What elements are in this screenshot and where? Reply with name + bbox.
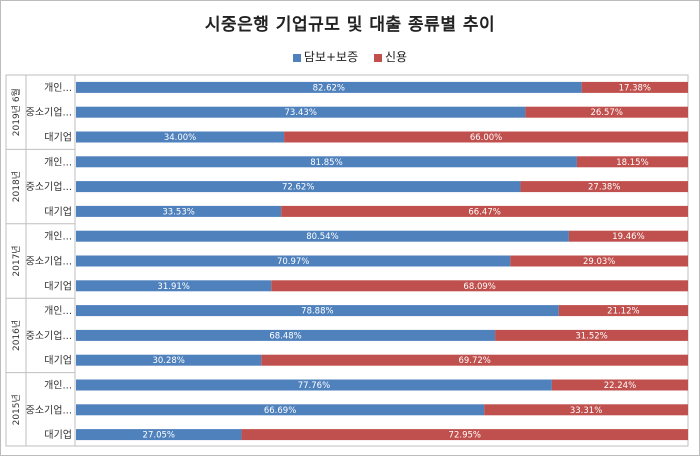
- legend-swatch-secured: [292, 53, 301, 62]
- bar-segment: [510, 255, 688, 267]
- data-label: 27.38%: [588, 183, 620, 193]
- data-label: 34.00%: [164, 133, 196, 143]
- bar-segment: [76, 81, 582, 93]
- category-label: 대기업: [44, 131, 72, 144]
- bar-segment: [281, 205, 688, 217]
- data-label: 26.57%: [590, 108, 622, 118]
- category-label: 대기업: [44, 428, 72, 441]
- data-label: 33.53%: [162, 207, 194, 217]
- bar-segment: [76, 354, 262, 366]
- group-label: 2017년: [11, 245, 22, 276]
- data-label: 68.48%: [269, 331, 301, 341]
- category-label: 개인...: [44, 305, 72, 317]
- category-label: 중소기업...: [26, 106, 72, 119]
- category-label: 중소기업...: [26, 329, 72, 342]
- bar-segment: [76, 404, 485, 416]
- bar-segment: [551, 379, 688, 391]
- data-label: 69.72%: [458, 356, 490, 366]
- data-label: 19.46%: [612, 232, 644, 242]
- category-label: 개인...: [44, 82, 72, 94]
- bar-segment: [576, 156, 688, 168]
- data-label: 68.09%: [463, 282, 495, 292]
- category-label: 대기업: [44, 279, 72, 292]
- bar-segment: [76, 106, 526, 118]
- group-label: 2015년: [11, 394, 22, 425]
- data-label: 70.97%: [277, 257, 309, 267]
- group-label: 2018년: [11, 171, 22, 202]
- bar-segment: [525, 106, 688, 118]
- data-label: 33.31%: [570, 406, 602, 416]
- category-label: 중소기업...: [26, 403, 72, 416]
- legend-swatch-credit: [373, 53, 382, 62]
- category-label: 개인...: [44, 380, 72, 392]
- data-label: 22.24%: [604, 381, 636, 391]
- data-label: 72.95%: [449, 431, 481, 441]
- category-label: 대기업: [44, 205, 72, 218]
- chart-legend: 담보+보증 신용: [0, 48, 700, 65]
- bar-segment: [284, 131, 688, 143]
- data-label: 17.38%: [619, 83, 651, 93]
- chart-title: 시중은행 기업규모 및 대출 종류별 추이: [204, 15, 496, 35]
- data-label: 27.05%: [143, 431, 175, 441]
- data-label: 82.62%: [313, 83, 345, 93]
- data-label: 73.43%: [284, 108, 316, 118]
- group-label: 2016년: [11, 320, 22, 351]
- bar-segment: [76, 429, 242, 441]
- legend-label-secured: 담보+보증: [303, 50, 359, 64]
- data-label: 78.88%: [301, 307, 333, 317]
- bar-segment: [568, 230, 688, 242]
- legend-item-secured: 담보+보증: [292, 48, 359, 65]
- bar-segment: [484, 404, 688, 416]
- data-label: 30.28%: [152, 356, 184, 366]
- bar-segment: [76, 255, 511, 267]
- data-label: 18.15%: [616, 158, 648, 168]
- bar-segment: [271, 280, 688, 292]
- bar-segment: [76, 181, 521, 193]
- data-label: 66.47%: [468, 207, 500, 217]
- bar-segment: [76, 280, 272, 292]
- legend-item-credit: 신용: [373, 48, 408, 65]
- category-label: 중소기업...: [26, 180, 72, 193]
- data-label: 66.69%: [264, 406, 296, 416]
- bar-segment: [495, 329, 688, 341]
- data-label: 72.62%: [282, 183, 314, 193]
- bar-segment: [241, 429, 688, 441]
- data-label: 81.85%: [310, 158, 342, 168]
- data-label: 31.91%: [157, 282, 189, 292]
- category-label: 대기업: [44, 354, 72, 367]
- bar-segment: [76, 230, 569, 242]
- bar-segment: [76, 205, 282, 217]
- data-label: 31.52%: [575, 331, 607, 341]
- data-label: 21.12%: [607, 307, 639, 317]
- category-label: 개인...: [44, 156, 72, 168]
- bar-segment: [261, 354, 688, 366]
- bar-segment: [76, 379, 552, 391]
- bar-segment: [76, 305, 559, 317]
- bar-segment: [76, 329, 496, 341]
- category-label: 중소기업...: [26, 255, 72, 268]
- legend-label-credit: 신용: [384, 50, 408, 64]
- bar-segment: [520, 181, 688, 193]
- bar-segment: [76, 156, 577, 168]
- data-label: 77.76%: [298, 381, 330, 391]
- group-label: 2019년 6월: [10, 88, 22, 136]
- data-label: 80.54%: [306, 232, 338, 242]
- category-label: 개인...: [44, 231, 72, 243]
- data-label: 29.03%: [583, 257, 615, 267]
- bar-segment: [76, 131, 285, 143]
- data-label: 66.00%: [470, 133, 502, 143]
- bar-segment: [581, 81, 688, 93]
- bar-segment: [558, 305, 688, 317]
